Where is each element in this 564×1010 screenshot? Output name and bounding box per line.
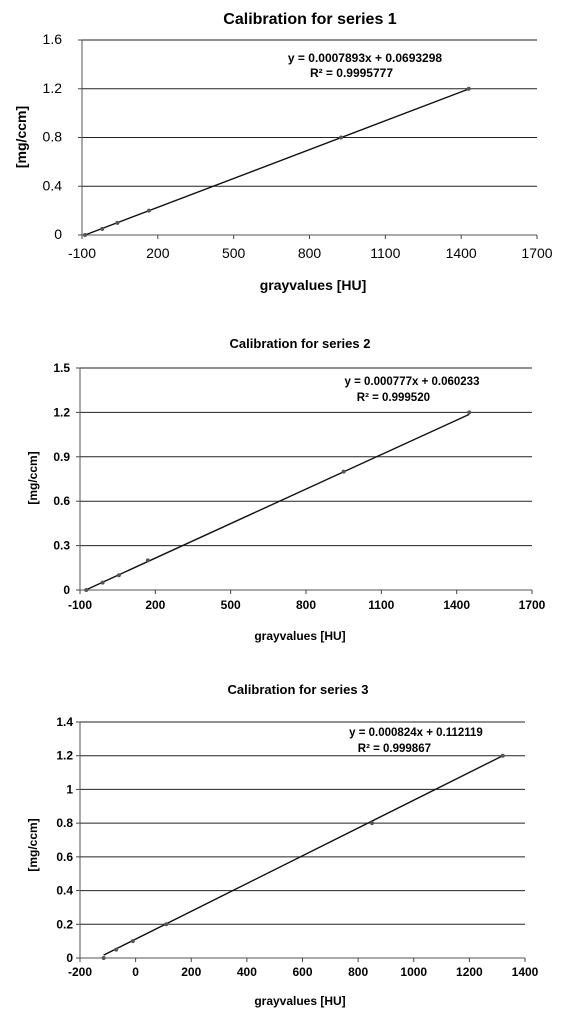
chart-1-r2: R² = 0.9995777 — [310, 66, 393, 80]
data-point — [339, 135, 344, 140]
y-tick-label: 0.8 — [43, 129, 63, 145]
y-tick-label: 0.9 — [53, 450, 70, 464]
chart-1-points — [83, 86, 471, 237]
x-tick-label: 200 — [146, 245, 170, 261]
x-tick-label: 1100 — [370, 245, 400, 261]
chart-3-y-tick-labels: 0 0.2 0.4 0.6 0.8 1 1.2 1.4 — [56, 715, 73, 965]
chart-1-gridlines — [82, 39, 537, 187]
data-point — [101, 956, 106, 960]
x-tick-label: -200 — [68, 965, 92, 979]
chart-2-x-axis-label: grayvalues [HU] — [254, 629, 345, 643]
y-tick-label: 1.4 — [56, 715, 73, 729]
y-tick-label: 1 — [66, 782, 73, 796]
chart-1-equation: y = 0.0007893x + 0.0693298 — [288, 51, 442, 65]
chart-3-points — [101, 753, 505, 960]
chart-1-x-axis-label: grayvalues [HU] — [260, 277, 367, 293]
chart-3-trendline — [103, 755, 504, 956]
chart-2-axes — [76, 367, 533, 594]
y-tick-label: 1.2 — [53, 405, 70, 419]
x-tick-label: 1400 — [512, 965, 539, 979]
chart-3-title: Calibration for series 3 — [228, 682, 369, 697]
chart-3-gridlines — [80, 721, 525, 925]
x-tick-label: 1700 — [519, 598, 546, 612]
chart-1-y-axis-label: [mg/ccm] — [13, 106, 29, 168]
y-tick-label: 1.5 — [53, 361, 70, 375]
x-tick-label: 600 — [292, 965, 312, 979]
chart-2-x-tick-labels: -100 200 500 800 1100 1400 1700 — [68, 598, 546, 612]
chart-1: Calibration for series 1 0 0.4 0.8 1.2 1.6 -… — [13, 11, 553, 293]
y-tick-label: 0.4 — [43, 177, 63, 193]
x-tick-label: 200 — [145, 598, 165, 612]
x-tick-label: 1400 — [446, 245, 477, 261]
x-tick-label: 500 — [222, 245, 246, 261]
x-tick-label: -100 — [68, 245, 96, 261]
data-point — [100, 226, 105, 231]
x-tick-label: 1200 — [456, 965, 483, 979]
chart-1-title: Calibration for series 1 — [223, 11, 396, 28]
data-point — [130, 939, 135, 944]
chart-2-title: Calibration for series 2 — [230, 336, 371, 351]
y-tick-label: 0 — [63, 583, 70, 597]
y-tick-label: 0.4 — [56, 884, 73, 898]
chart-3-y-axis-label: [mg/ccm] — [26, 818, 40, 871]
trendline — [103, 755, 504, 956]
y-tick-label: 0.6 — [53, 494, 70, 508]
x-tick-label: 200 — [181, 965, 201, 979]
x-tick-label: -100 — [68, 598, 92, 612]
trendline — [85, 413, 470, 591]
chart-3-axes — [76, 721, 526, 962]
chart-1-y-tick-labels: 0 0.4 0.8 1.2 1.6 — [43, 31, 63, 242]
chart-2-y-tick-labels: 0 0.3 0.6 0.9 1.2 1.5 — [53, 361, 70, 597]
y-tick-label: 0.3 — [53, 539, 70, 553]
data-point — [145, 558, 150, 563]
x-tick-label: 1000 — [400, 965, 427, 979]
chart-3: Calibration for series 3 0 0.2 0.4 0.6 0.8 1 1… — [26, 682, 539, 1008]
chart-1-x-tick-labels: -100 200 500 800 1100 1400 1700 — [68, 245, 553, 261]
x-tick-label: 800 — [348, 965, 368, 979]
chart-2: Calibration for series 2 0 0.3 0.6 0.9 1.2 1.… — [26, 336, 546, 643]
data-point — [116, 573, 121, 578]
data-point — [341, 469, 346, 474]
data-point — [146, 208, 151, 213]
y-tick-label: 1.6 — [43, 31, 63, 47]
chart-3-r2: R² = 0.999867 — [358, 743, 431, 755]
x-tick-label: 1100 — [368, 598, 394, 612]
data-point — [84, 588, 89, 592]
y-tick-label: 0.8 — [56, 816, 73, 830]
y-tick-label: 1.2 — [56, 749, 73, 763]
y-tick-label: 1.2 — [43, 80, 63, 96]
chart-1-axes — [78, 39, 538, 239]
y-tick-label: 0.6 — [56, 850, 73, 864]
data-point — [114, 947, 119, 952]
x-tick-label: 500 — [221, 598, 241, 612]
x-tick-label: 1700 — [521, 245, 552, 261]
data-point — [100, 580, 105, 585]
chart-3-x-axis-label: grayvalues [HU] — [254, 994, 345, 1008]
x-tick-label: 1400 — [443, 598, 470, 612]
x-tick-label: 400 — [237, 965, 257, 979]
x-tick-label: 800 — [296, 598, 316, 612]
data-point — [164, 922, 169, 927]
chart-2-points — [84, 410, 472, 592]
data-point — [115, 220, 120, 225]
chart-2-trendline — [85, 413, 470, 591]
y-tick-label: 0.2 — [56, 917, 73, 931]
chart-2-equation: y = 0.000777x + 0.060233 — [345, 376, 480, 388]
y-tick-label: 0 — [54, 226, 62, 242]
data-point — [370, 821, 375, 826]
chart-3-equation: y = 0.000824x + 0.112119 — [349, 727, 483, 739]
data-point — [466, 86, 471, 91]
y-tick-label: 0 — [66, 951, 73, 965]
chart-2-gridlines — [80, 367, 532, 547]
chart-2-y-axis-label: [mg/ccm] — [26, 451, 40, 504]
data-point — [500, 753, 505, 758]
chart-3-x-tick-labels: -200 0 200 400 600 800 1000 1200 1400 — [68, 965, 539, 979]
x-tick-label: 800 — [298, 245, 322, 261]
data-point — [467, 410, 472, 415]
x-tick-label: 0 — [132, 965, 139, 979]
data-point — [83, 233, 88, 237]
chart-2-r2: R² = 0.999520 — [357, 392, 430, 404]
